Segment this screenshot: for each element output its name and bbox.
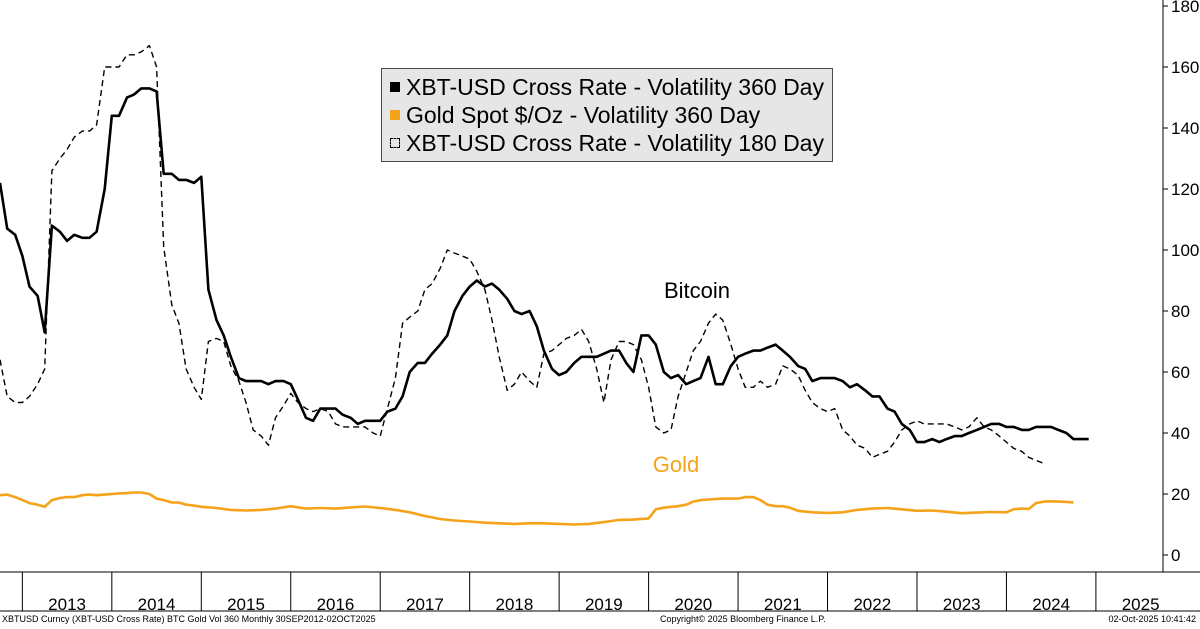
y-tick-label: 140 bbox=[1171, 119, 1199, 138]
x-tick-label: 2021 bbox=[764, 595, 802, 614]
y-tick-label: 40 bbox=[1171, 424, 1190, 443]
x-tick-label: 2016 bbox=[317, 595, 355, 614]
y-tick-label: 60 bbox=[1171, 363, 1190, 382]
series-layer bbox=[0, 44, 1089, 526]
series-line-xbt180 bbox=[0, 44, 1045, 465]
chart-legend: XBT-USD Cross Rate - Volatility 360 Day … bbox=[381, 68, 833, 162]
x-axis: 2013 2014 2015 2016 2017 2018 2019 2020 2021 2022… bbox=[21, 572, 1160, 614]
annotation-bitcoin: Bitcoin bbox=[664, 278, 730, 303]
series-line-xbt360 bbox=[0, 87, 1089, 444]
x-tick-label: 2018 bbox=[495, 595, 533, 614]
x-tick-label: 2023 bbox=[943, 595, 981, 614]
legend-swatch-xbt180 bbox=[390, 138, 400, 148]
legend-label-xbt180: XBT-USD Cross Rate - Volatility 180 Day bbox=[406, 129, 824, 156]
y-tick-label: 20 bbox=[1171, 485, 1190, 504]
x-tick-label: 2025 bbox=[1122, 595, 1160, 614]
legend-item-gold: Gold Spot $/Oz - Volatility 360 Day bbox=[390, 101, 760, 129]
footer-timestamp: 02-Oct-2025 10:41:42 bbox=[1108, 614, 1196, 624]
x-tick-label: 2013 bbox=[48, 595, 86, 614]
x-tick-label: 2017 bbox=[406, 595, 444, 614]
footer-copyright: Copyright© 2025 Bloomberg Finance L.P. bbox=[660, 614, 826, 624]
legend-label-gold: Gold Spot $/Oz - Volatility 360 Day bbox=[406, 101, 761, 128]
annotation-gold: Gold bbox=[653, 452, 699, 477]
x-tick-label: 2014 bbox=[138, 595, 176, 614]
y-tick-label: 0 bbox=[1171, 546, 1180, 565]
x-tick-label: 2015 bbox=[227, 595, 265, 614]
y-tick-label: 160 bbox=[1171, 58, 1199, 77]
x-tick-label: 2024 bbox=[1032, 595, 1070, 614]
series-line-gold bbox=[0, 491, 1074, 526]
footer-source: XBTUSD Curncy (XBT-USD Cross Rate) BTC G… bbox=[2, 614, 376, 624]
legend-item-xbt180: XBT-USD Cross Rate - Volatility 180 Day bbox=[390, 129, 824, 157]
x-tick-label: 2019 bbox=[585, 595, 623, 614]
y-axis: 0 20 40 60 80 100 120 140 160 180 bbox=[1163, 0, 1199, 565]
x-tick-label: 2020 bbox=[674, 595, 712, 614]
legend-swatch-xbt360 bbox=[390, 82, 400, 92]
y-tick-label: 120 bbox=[1171, 180, 1199, 199]
x-tick-label: 2022 bbox=[853, 595, 891, 614]
legend-swatch-gold bbox=[390, 110, 400, 120]
y-tick-label: 180 bbox=[1171, 0, 1199, 16]
y-tick-label: 100 bbox=[1171, 241, 1199, 260]
chart-footer: XBTUSD Curncy (XBT-USD Cross Rate) BTC G… bbox=[0, 611, 1200, 629]
legend-label-xbt360: XBT-USD Cross Rate - Volatility 360 Day bbox=[406, 73, 824, 100]
y-tick-label: 80 bbox=[1171, 302, 1190, 321]
legend-item-xbt360: XBT-USD Cross Rate - Volatility 360 Day bbox=[390, 73, 824, 101]
plot-frame bbox=[0, 0, 1200, 612]
